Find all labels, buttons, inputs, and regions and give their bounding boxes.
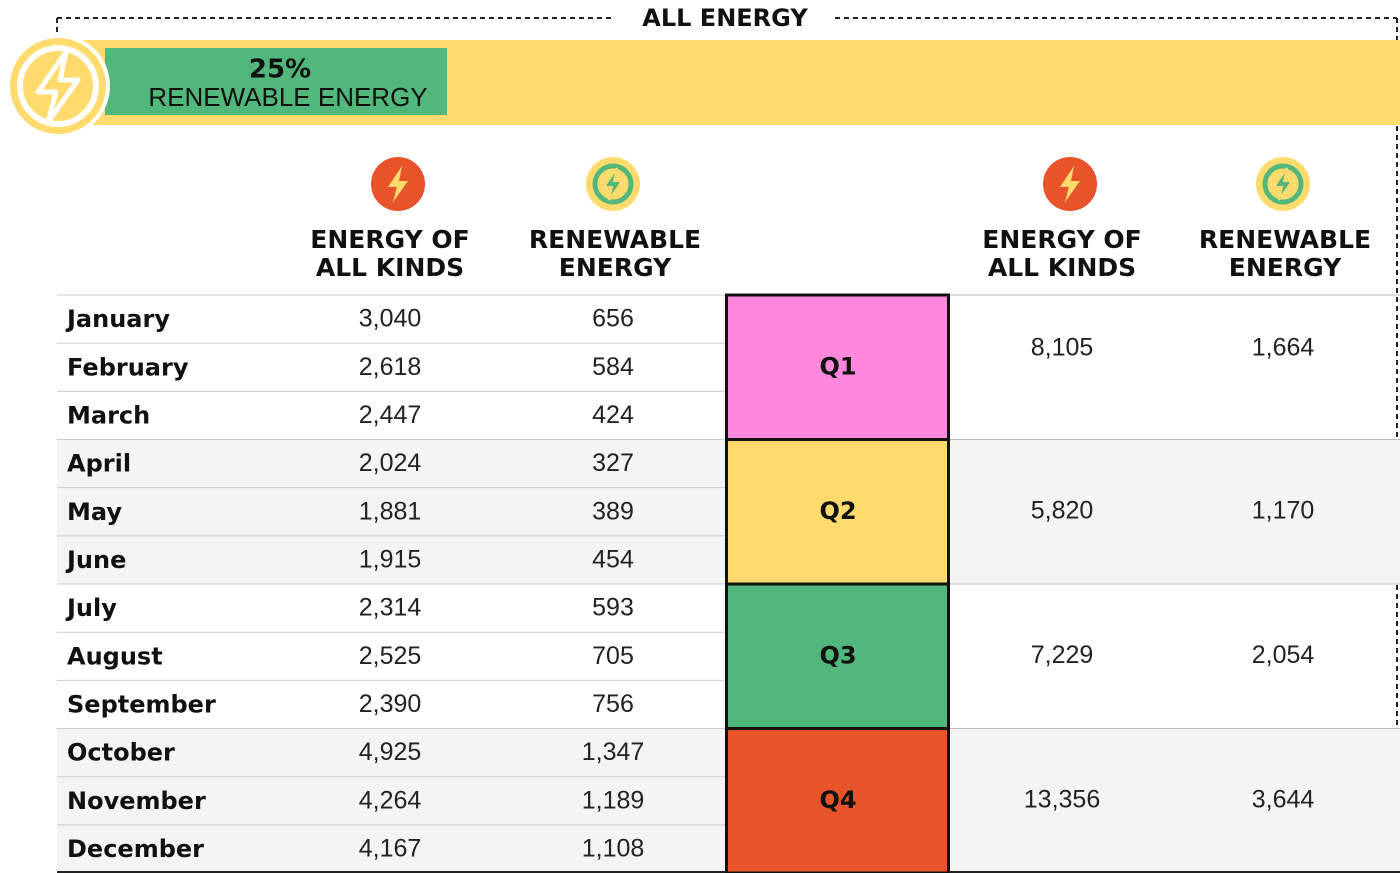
month-name: November — [67, 787, 206, 815]
quarter-box — [725, 727, 950, 873]
row-shade — [950, 728, 1400, 873]
icon-bolt — [388, 166, 408, 202]
month-all: 2,314 — [359, 594, 422, 622]
column-header: ENERGY OF — [982, 225, 1141, 254]
month-renewable: 584 — [592, 353, 634, 381]
month-renewable: 424 — [592, 401, 634, 429]
icon-bolt — [1272, 167, 1294, 201]
month-renewable: 756 — [592, 690, 634, 718]
quarter-label: Q1 — [819, 352, 856, 380]
quarter-label: Q3 — [819, 641, 856, 669]
column-header: ENERGY — [559, 253, 672, 282]
quarter-box — [725, 438, 950, 586]
month-renewable: 656 — [592, 305, 634, 333]
month-all: 2,390 — [359, 690, 422, 718]
column-header: ENERGY OF — [310, 225, 469, 254]
quarter-all: 13,356 — [1024, 785, 1100, 813]
month-renewable: 593 — [592, 594, 634, 622]
column-header: ALL KINDS — [316, 253, 464, 282]
month-all: 2,525 — [359, 642, 422, 670]
month-name: December — [67, 835, 204, 863]
icon-bolt — [602, 167, 624, 201]
column-header: RENEWABLE — [1199, 225, 1371, 254]
month-name: March — [67, 401, 150, 429]
month-name: July — [65, 594, 117, 622]
month-name: May — [67, 498, 122, 526]
month-renewable: 327 — [592, 449, 634, 477]
column-header: ENERGY — [1229, 253, 1342, 282]
month-renewable: 1,347 — [582, 738, 645, 766]
month-all: 2,618 — [359, 353, 422, 381]
quarter-renewable: 2,054 — [1252, 641, 1315, 669]
icon-bolt — [1060, 166, 1080, 202]
month-name: February — [67, 353, 189, 381]
quarter-renewable: 1,664 — [1252, 334, 1315, 362]
month-name: September — [67, 690, 216, 718]
badge-label: RENEWABLE ENERGY — [148, 82, 427, 112]
quarter-box — [725, 293, 950, 442]
quarter-all: 5,820 — [1031, 496, 1094, 524]
column-header: RENEWABLE — [529, 225, 701, 254]
month-all: 4,167 — [359, 835, 422, 863]
badge-value: 25% — [249, 55, 311, 85]
month-all: 4,925 — [359, 738, 422, 766]
quarter-label: Q4 — [819, 786, 856, 814]
month-renewable: 1,108 — [582, 835, 645, 863]
month-name: June — [65, 546, 126, 574]
page-title: ALL ENERGY — [642, 4, 808, 32]
quarter-box — [725, 582, 950, 731]
month-all: 2,447 — [359, 401, 422, 429]
month-renewable: 705 — [592, 642, 634, 670]
quarter-renewable: 3,644 — [1252, 785, 1315, 813]
banner-icon — [6, 34, 110, 138]
month-all: 3,040 — [359, 305, 422, 333]
renewable-icon — [586, 157, 640, 211]
month-renewable: 1,189 — [582, 786, 645, 814]
month-name: August — [67, 642, 163, 670]
quarter-renewable: 1,170 — [1252, 496, 1315, 524]
energy-icon — [371, 157, 425, 211]
month-renewable: 454 — [592, 546, 634, 574]
month-name: January — [65, 305, 170, 333]
month-all: 1,881 — [359, 497, 422, 525]
month-renewable: 389 — [592, 497, 634, 525]
month-name: April — [67, 450, 131, 478]
column-header: ALL KINDS — [988, 253, 1136, 282]
row-shade — [57, 439, 725, 585]
month-all: 4,264 — [359, 786, 422, 814]
quarter-all: 7,229 — [1031, 641, 1094, 669]
badge — [105, 48, 447, 115]
month-all: 1,915 — [359, 546, 422, 574]
icon-ring — [1262, 163, 1304, 205]
icon-ring — [592, 163, 634, 205]
energy-icon — [1043, 157, 1097, 211]
quarter-all: 8,105 — [1031, 334, 1094, 362]
row-shade — [57, 728, 725, 873]
month-all: 2,024 — [359, 449, 422, 477]
row-shade — [950, 439, 1400, 585]
renewable-icon — [1256, 157, 1310, 211]
quarter-label: Q2 — [819, 497, 856, 525]
month-name: October — [67, 739, 175, 767]
